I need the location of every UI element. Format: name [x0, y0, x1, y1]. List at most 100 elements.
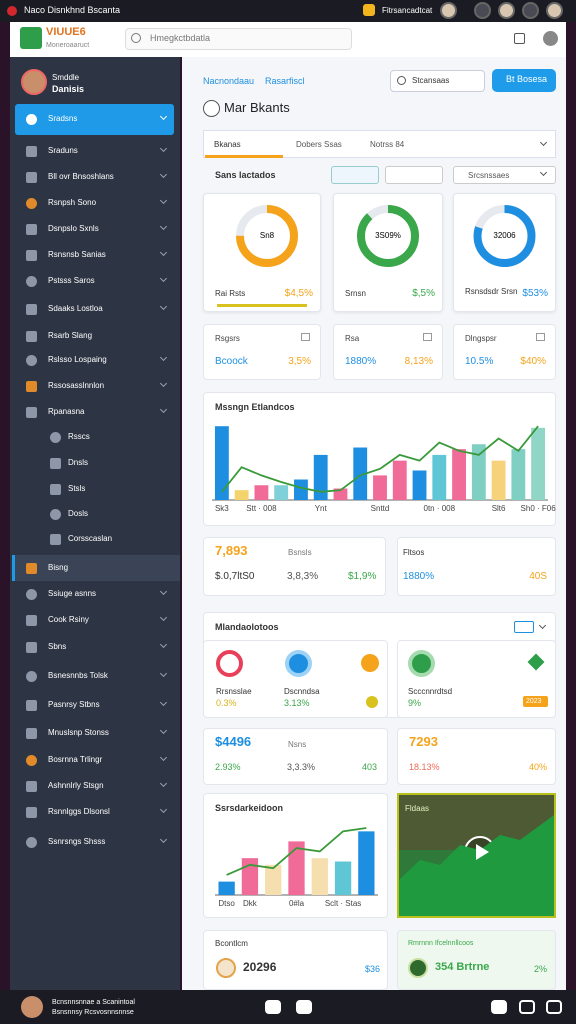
nav-label[interactable]: Dnsls [68, 458, 89, 467]
nav-label[interactable]: Pstsss Saros [48, 276, 95, 285]
bar [265, 864, 282, 895]
nav-label[interactable]: Rsnnlggs Dlsonsl [48, 807, 110, 816]
user-name: Smddle [52, 73, 80, 82]
tab-bar [203, 130, 556, 158]
tile-value: 3.13% [284, 698, 310, 708]
nav-label[interactable]: Rsnpsh Sono [48, 198, 97, 207]
footer-big: 354 Brtrne [435, 961, 490, 973]
user-name: Danisis [52, 84, 85, 94]
bar [452, 449, 466, 500]
footer-icon [216, 958, 236, 978]
nav-icon [26, 224, 37, 235]
tile-label: Dscnndsa [284, 687, 320, 696]
logo[interactable]: VIUUE6 [46, 26, 86, 38]
filter-button[interactable] [385, 166, 443, 184]
bottom-icon[interactable] [519, 1000, 535, 1014]
bottom-icon[interactable] [491, 1000, 507, 1014]
bar [254, 485, 269, 500]
x-tick-label: Slt6 [492, 504, 506, 513]
nav-label[interactable]: Sradsns [48, 114, 78, 123]
nav-icon [26, 250, 37, 261]
filter-dropdown[interactable] [453, 166, 556, 184]
nav-label[interactable]: Mnuslsnp Stonss [48, 728, 109, 737]
filter-label: Srcsnssaes [468, 171, 510, 180]
tab[interactable]: Bkanas [214, 140, 241, 149]
breadcrumb[interactable]: Nacnondaau [203, 76, 255, 86]
donut-label: Rsnsdsdr Srsn [465, 287, 518, 296]
stat-value: $40% [520, 356, 546, 367]
chart-title: Ssrsdarkeidoon [215, 803, 284, 813]
bottom-avatar [21, 996, 43, 1018]
summary-value: 40S [529, 571, 547, 582]
logo-mark [20, 27, 42, 49]
nav-label[interactable]: Dsnpslo Sxnls [48, 224, 99, 233]
tab-title[interactable]: Naco Disnkhnd Bscanta [24, 5, 121, 15]
nav-icon [26, 198, 37, 209]
nav-label[interactable]: Rsscs [68, 432, 90, 441]
nav-item-active[interactable] [15, 104, 174, 135]
tile-label: Rrsnsslae [216, 687, 252, 696]
account-name[interactable]: Fitrsancadtcat [382, 6, 433, 15]
bottom-icon[interactable] [296, 1000, 312, 1014]
bottom-icon[interactable] [546, 1000, 562, 1014]
nav-label[interactable]: Rsnsnsb Sanias [48, 250, 106, 259]
nav-icon [26, 355, 37, 366]
x-tick-label: Sclt · Stas [325, 899, 361, 908]
nav-label[interactable]: Bosrnna Trlingr [48, 755, 103, 764]
nav-icon [50, 534, 61, 545]
nav-label[interactable]: Ssnrsngs Shsss [48, 837, 106, 846]
bottom-icon[interactable] [265, 1000, 281, 1014]
nav-label[interactable]: Rpanasna [48, 407, 85, 416]
bar [511, 449, 526, 500]
nav-label[interactable]: Bisng [48, 563, 69, 572]
summary-card [203, 537, 386, 596]
stat-label: Rsgsrs [215, 334, 240, 343]
nav-label[interactable]: Sdaaks Lostloa [48, 304, 103, 313]
metric-value: 2.93% [215, 762, 241, 772]
primary-button-label: Bt Bosesa [506, 74, 548, 84]
bar [373, 475, 387, 500]
nav-icon [26, 807, 37, 818]
search-button[interactable] [390, 70, 485, 92]
metric-value: 403 [362, 762, 378, 772]
bar [294, 479, 308, 500]
nav-label[interactable]: Corsscaslan [68, 534, 113, 543]
search-box[interactable] [125, 28, 352, 50]
title-icon [203, 100, 220, 117]
nav-label[interactable]: Rsarb Slang [48, 331, 93, 340]
nav-icon [26, 700, 37, 711]
page-title: Mar Bkants [224, 100, 290, 115]
x-tick-label: Dtso [218, 899, 235, 908]
tab[interactable]: Dobers Ssas [296, 140, 342, 149]
nav-label[interactable]: Bll ovr Bnsoshlans [48, 172, 114, 181]
search-button-label: Stcansaas [412, 76, 450, 85]
nav-label[interactable]: Sraduns [48, 146, 78, 155]
metric-value: 18.13% [409, 762, 440, 772]
nav-icon [26, 728, 37, 739]
nav-label[interactable]: Rslsso Lospaing [48, 355, 107, 364]
header-icon[interactable] [514, 33, 525, 44]
tiles-toggle[interactable] [514, 621, 534, 633]
nav-label[interactable]: Bsnesnnbs Tolsk [48, 671, 108, 680]
primary-button[interactable] [492, 69, 556, 92]
nav-item-selected[interactable] [12, 555, 180, 581]
filter-button[interactable] [331, 166, 379, 184]
nav-label[interactable]: Stsls [68, 484, 86, 493]
tile-value: 9% [408, 698, 422, 708]
section-title: Sans lactados [215, 170, 276, 180]
nav-label[interactable]: Cook Rsiny [48, 615, 89, 624]
nav-label[interactable]: Ssiuge asnns [48, 589, 97, 598]
bar [471, 444, 486, 500]
breadcrumb[interactable]: Rasarfiscl [265, 76, 305, 86]
nav-label[interactable]: Rssosasslnnlon [48, 381, 105, 390]
nav-label[interactable]: Dosls [68, 509, 89, 518]
nav-label[interactable]: Pasnrsy Stbns [48, 700, 100, 709]
stat-value: 1880% [345, 356, 377, 367]
nav-icon [26, 304, 37, 315]
tile-badge [523, 696, 548, 707]
bar [313, 454, 328, 500]
bar [214, 426, 229, 500]
tab[interactable]: Notrss 84 [370, 140, 405, 149]
nav-label[interactable]: Sbns [48, 642, 67, 651]
nav-label[interactable]: Ashnnlrly Stsgn [48, 781, 104, 790]
